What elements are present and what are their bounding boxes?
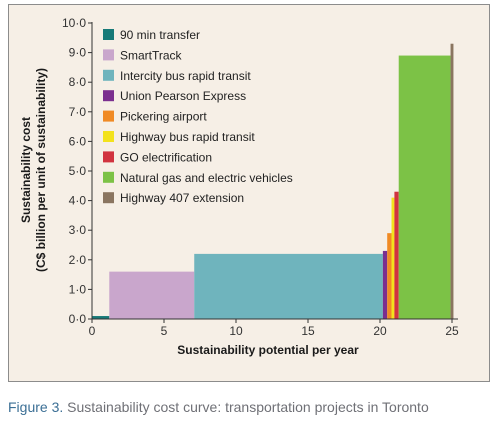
bar-6 [394, 191, 399, 319]
x-tick-label: 20 [373, 324, 387, 338]
legend-swatch [103, 171, 114, 183]
y-tick-label: 0·0 [69, 312, 87, 326]
y-ticks-group: 0·0 1·0 2·0 3·0 4·0 5·0 6·0 7·0 8·0 9·0 10·0 [62, 16, 92, 326]
x-tick-label: 25 [445, 324, 459, 338]
figure-caption-text: Sustainability cost curve: transportatio… [67, 399, 429, 415]
y-tick-label: 2·0 [69, 253, 87, 267]
bar-1 [109, 271, 195, 319]
cost-curve-chart: 0·0 1·0 2·0 3·0 4·0 5·0 6·0 7·0 8·0 9·0 10·0 0 5 10 1… [19, 16, 459, 357]
legend-label: Natural gas and electric vehicles [120, 171, 293, 185]
legend-swatch [103, 131, 114, 142]
legend-label: Highway bus rapid transit [120, 130, 255, 144]
legend-label: Intercity bus rapid transit [120, 69, 251, 83]
x-ticks-group: 0 5 10 15 20 25 [89, 319, 459, 338]
x-axis-title: Sustainability potential per year [177, 343, 359, 357]
y-axis-title: Sustainability cost (C$ billion per unit… [19, 68, 48, 272]
y-tick-label: 1·0 [69, 282, 87, 296]
y-tick-label: 9·0 [69, 46, 87, 60]
bar-3 [382, 250, 388, 319]
y-tick-label: 7·0 [69, 105, 87, 119]
legend: 90 min transfer SmartTrack Intercity bus r… [103, 28, 293, 205]
y-axis-title-line-1: Sustainability cost [19, 117, 33, 223]
bar-2 [194, 253, 383, 319]
legend-label: GO electrification [120, 150, 212, 164]
figure-caption: Figure 3. Sustainability cost curve: tra… [8, 398, 478, 416]
x-tick-label: 10 [229, 324, 243, 338]
legend-label: Pickering airport [120, 110, 207, 124]
bar-0 [92, 316, 110, 319]
y-tick-label: 5·0 [69, 164, 87, 178]
y-tick-label: 3·0 [69, 223, 87, 237]
y-tick-label: 6·0 [69, 134, 87, 148]
bar-5 [391, 197, 395, 319]
legend-swatch [103, 29, 114, 40]
y-tick-label: 10·0 [62, 16, 86, 30]
legend-swatch [103, 69, 114, 81]
x-tick-label: 0 [89, 324, 96, 338]
bar-4 [387, 233, 392, 319]
x-tick-label: 15 [301, 324, 315, 338]
legend-label: Highway 407 extension [120, 191, 244, 205]
x-tick-label: 5 [161, 324, 168, 338]
legend-swatch [103, 49, 114, 61]
legend-swatch [103, 90, 114, 102]
bar-7 [398, 55, 451, 320]
bar-8 [450, 43, 454, 319]
bars-group [92, 43, 454, 320]
legend-label: SmartTrack [120, 48, 183, 62]
legend-swatch [103, 110, 114, 122]
legend-swatch [103, 151, 114, 163]
legend-label: Union Pearson Express [120, 89, 246, 103]
y-axis-title-line-2: (C$ billion per unit of sustainability) [34, 68, 48, 272]
legend-swatch [103, 192, 114, 204]
figure-label: Figure 3. [8, 399, 64, 415]
y-tick-label: 4·0 [69, 194, 87, 208]
y-tick-label: 8·0 [69, 75, 87, 89]
legend-label: 90 min transfer [120, 28, 200, 42]
